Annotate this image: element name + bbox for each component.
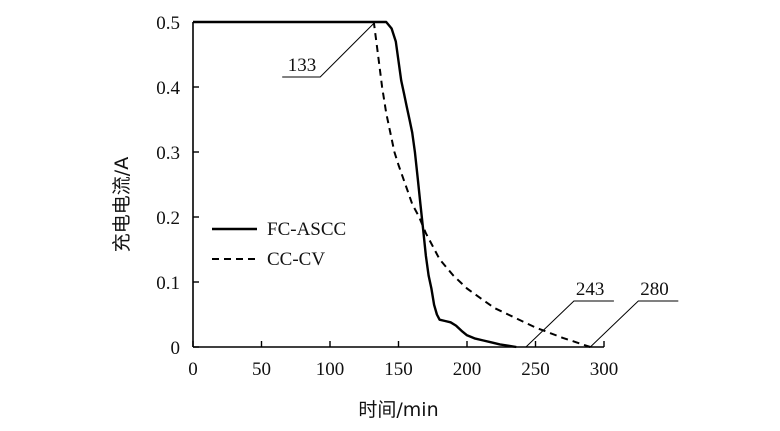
y-tick-label: 0.5: [156, 13, 180, 34]
x-tick-label: 200: [453, 359, 482, 380]
annotation-label: 243: [576, 279, 605, 300]
cc-cv-line: [193, 21, 591, 348]
x-axis-title: 时间/min: [358, 399, 438, 421]
series-layer: [193, 20, 591, 349]
y-tick-label: 0: [171, 338, 181, 359]
axes: [192, 21, 605, 348]
legend: FC-ASCC CC-CV: [212, 219, 346, 270]
annotation-leader: [282, 21, 376, 78]
annotation-label: 133: [288, 55, 317, 76]
annotation-label: 280: [640, 279, 669, 300]
x-tick-label: 300: [590, 359, 619, 380]
legend-label: FC-ASCC: [267, 219, 346, 240]
x-tick-label: 50: [252, 359, 271, 380]
x-tick-label: 0: [188, 359, 198, 380]
y-tick-label: 0.3: [156, 143, 180, 164]
annotations: 133 243 280: [282, 21, 679, 348]
y-axis-title: 充电电流/A: [111, 157, 133, 252]
fc-ascc-line: [193, 20, 517, 349]
y-tick-label: 0.1: [156, 273, 180, 294]
y-tick-label: 0.2: [156, 208, 180, 229]
y-tick-label: 0.4: [156, 78, 180, 99]
annotation-leader: [589, 300, 679, 348]
tick-labels: 0 50 100 150 200 250 300 0 0.1 0.2 0.3 0.4 0.5: [156, 13, 618, 380]
legend-label: CC-CV: [267, 249, 325, 270]
x-tick-label: 250: [521, 359, 550, 380]
x-tick-label: 150: [384, 359, 413, 380]
x-tick-label: 100: [316, 359, 345, 380]
annotation-leader: [525, 300, 614, 348]
